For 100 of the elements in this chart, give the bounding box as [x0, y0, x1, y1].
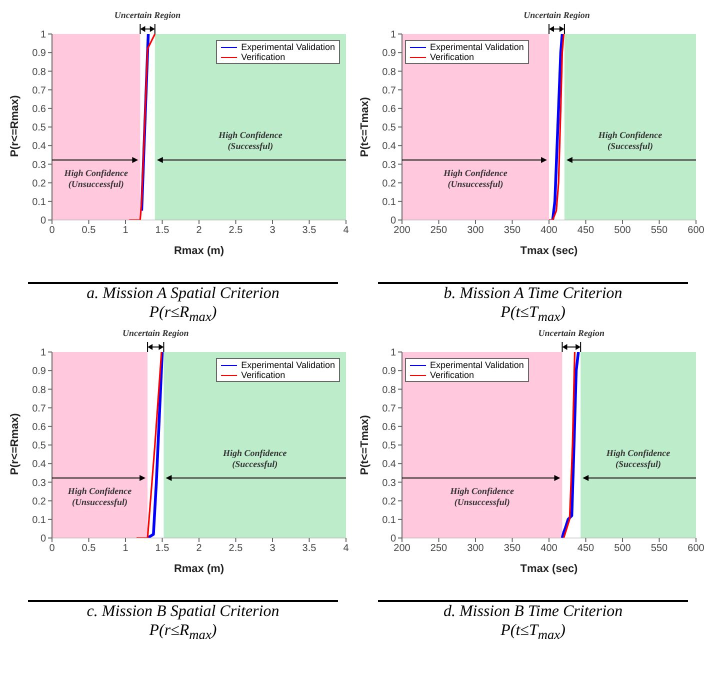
x-tick-label: 4 [343, 225, 350, 236]
legend-label: Experimental Validation [430, 42, 524, 52]
y-tick-label: 0.3 [382, 478, 396, 489]
y-tick-label: 0.8 [32, 384, 46, 396]
y-tick-label: 0.8 [32, 66, 46, 78]
x-tick-label: 1.5 [155, 225, 170, 236]
band-label: High Confidence (Successful) [222, 448, 287, 470]
y-tick-label: 0.4 [32, 459, 46, 470]
x-tick-label: 3.5 [302, 543, 317, 554]
x-tick-label: 400 [540, 225, 558, 236]
y-tick-label: 0.4 [382, 459, 396, 470]
y-tick-label: 1 [390, 348, 396, 359]
x-tick-label: 550 [650, 543, 668, 554]
band-label: High Confidence (Successful) [218, 130, 282, 151]
line-series [560, 352, 580, 538]
text: b. Mission A Time Criterion [442, 284, 624, 303]
x-tick-label: 600 [688, 543, 705, 554]
y-tick-label: 1 [40, 30, 46, 41]
y-axis-title: P(r<=Rmax) [8, 413, 21, 476]
x-tick-label: 1.5 [155, 543, 170, 554]
line-series [146, 352, 164, 538]
x-tick-label: 550 [650, 225, 668, 236]
x-tick-label: 350 [504, 225, 522, 236]
y-tick-label: 0.2 [382, 496, 396, 508]
y-tick-label: 0 [390, 216, 396, 227]
x-axis-title: Rmax (m) [174, 563, 224, 576]
y-tick-label: 0.2 [32, 178, 46, 190]
y-tick-label: 0 [390, 534, 396, 545]
legend-label: Verification [430, 52, 474, 62]
y-tick-label: 0.8 [382, 384, 396, 396]
legend-label: Verification [241, 370, 286, 380]
y-tick-label: 0.7 [32, 85, 46, 96]
y-axis-title: P(t<=Tmax) [358, 414, 371, 476]
x-tick-label: 4 [343, 543, 350, 554]
band-label: High Confidence (Successful) [597, 130, 662, 151]
x-tick-label: 0.5 [82, 543, 96, 554]
x-tick-label: 0 [49, 543, 56, 554]
y-tick-label: 0.7 [382, 85, 396, 96]
band-label: High Confidence (Unsuccessful) [449, 486, 514, 508]
y-tick-label: 0.2 [382, 178, 396, 190]
text: P(r≤R$_{max}$) [148, 621, 218, 644]
text: Uncertain Region [538, 328, 605, 338]
text: P(t≤T$_{max}$) [500, 621, 566, 644]
legend-label: Verification [430, 370, 474, 380]
y-tick-label: 0.1 [32, 515, 46, 526]
y-tick-label: 0.5 [382, 440, 396, 452]
x-tick-label: 0.5 [82, 225, 96, 236]
y-tick-label: 0.6 [382, 104, 396, 115]
y-tick-label: 1 [390, 30, 396, 41]
x-tick-label: 0 [49, 225, 56, 236]
y-tick-label: 0.8 [382, 66, 396, 78]
text: P(r≤R$_{max}$) [148, 303, 218, 326]
text: Uncertain Region [524, 10, 590, 20]
y-tick-label: 0.7 [32, 404, 46, 415]
text: Uncertain Region [114, 10, 181, 20]
text: Uncertain Region [122, 328, 189, 338]
y-tick-label: 0.9 [382, 366, 396, 378]
y-axis-title: P(r<=Rmax) [8, 94, 21, 157]
x-tick-label: 3 [270, 543, 276, 554]
x-tick-label: 450 [577, 543, 595, 554]
y-tick-label: 0 [40, 216, 46, 227]
x-tick-label: 200 [394, 543, 411, 554]
band-label: High Confidence (Unsuccessful) [66, 486, 132, 508]
text: d. Mission B Time Criterion [442, 602, 624, 622]
x-tick-label: 400 [540, 543, 558, 554]
x-tick-label: 600 [688, 225, 705, 236]
line-series [128, 34, 156, 220]
y-tick-label: 0.1 [382, 196, 396, 208]
legend-label: Verification [241, 52, 286, 62]
x-axis-title: Tmax (sec) [520, 563, 578, 576]
band-label: High Confidence (Unsuccessful) [63, 168, 128, 189]
line-series [562, 352, 576, 538]
y-tick-label: 0.6 [382, 422, 396, 434]
y-tick-label: 0.6 [32, 422, 46, 434]
y-tick-label: 0.9 [382, 48, 396, 60]
y-axis-title: P(t<=Tmax) [358, 96, 371, 157]
x-axis-title: Rmax (m) [174, 245, 224, 257]
y-tick-label: 0.3 [32, 160, 46, 171]
y-tick-label: 0.4 [32, 141, 46, 152]
x-axis-title: Tmax (sec) [520, 245, 578, 257]
line-series [548, 34, 564, 220]
y-tick-label: 0.3 [382, 160, 396, 171]
y-tick-label: 0.9 [32, 366, 46, 378]
x-tick-label: 1 [122, 225, 129, 236]
y-tick-label: 0.1 [32, 196, 46, 208]
x-tick-label: 450 [577, 225, 595, 236]
y-tick-label: 0.1 [382, 515, 396, 526]
legend-label: Experimental Validation [430, 360, 524, 370]
line-series [551, 34, 564, 220]
x-tick-label: 3.5 [302, 225, 317, 236]
y-tick-label: 0.6 [32, 104, 46, 115]
y-tick-label: 0.7 [382, 404, 396, 415]
y-tick-label: 0.3 [32, 478, 46, 489]
y-tick-label: 0 [40, 534, 46, 545]
y-tick-label: 0.4 [382, 141, 396, 152]
band-label: High Confidence (Unsuccessful) [442, 168, 508, 189]
x-tick-label: 250 [430, 225, 448, 236]
x-tick-label: 3 [270, 225, 276, 236]
text: P(t≤T$_{max}$) [500, 303, 566, 326]
x-tick-label: 300 [467, 543, 484, 554]
